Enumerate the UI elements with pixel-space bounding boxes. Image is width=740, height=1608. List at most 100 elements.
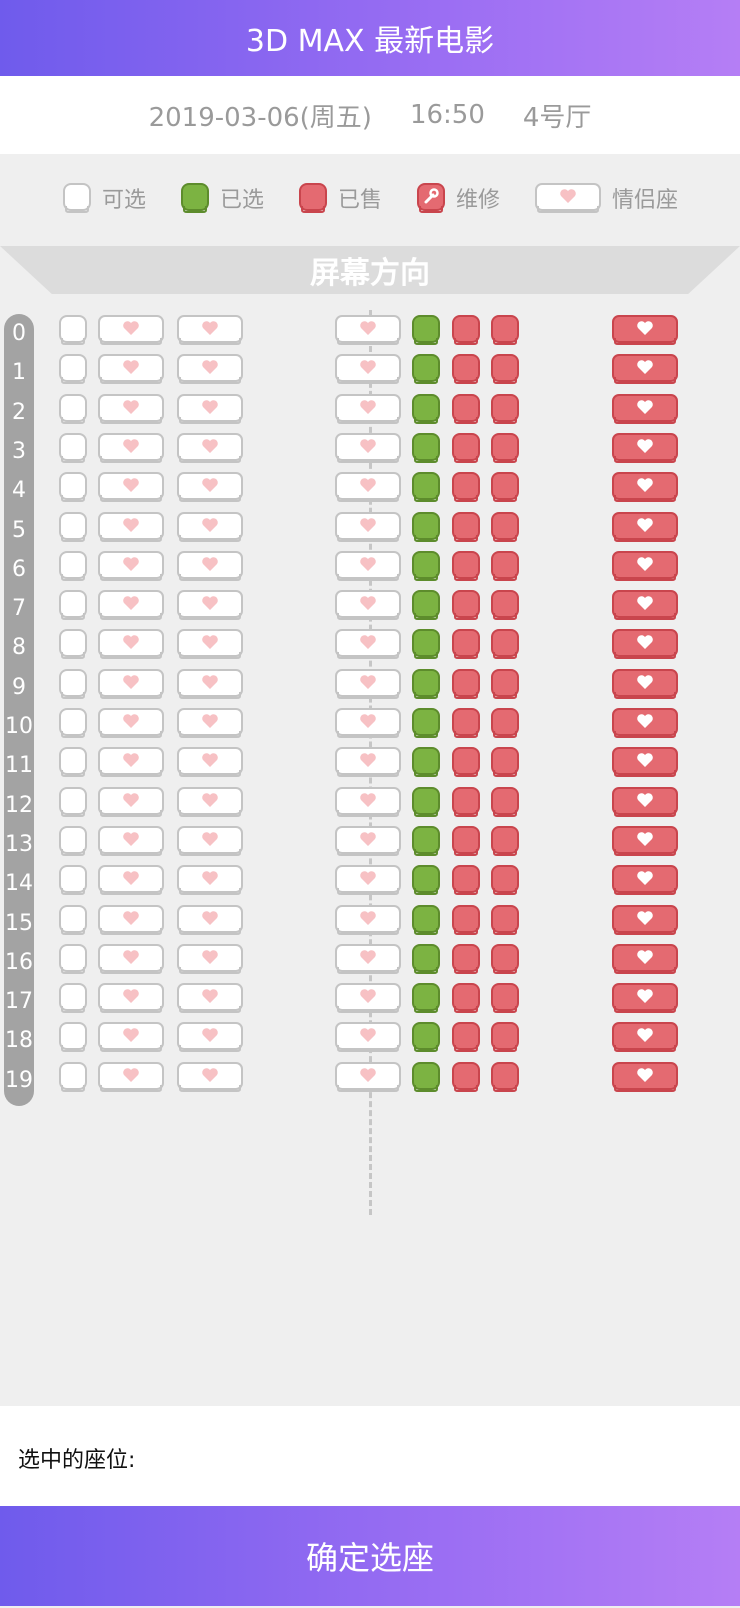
seat-sold[interactable] <box>451 628 481 664</box>
seat-sold[interactable] <box>490 393 520 429</box>
couple-seat-sold[interactable] <box>611 353 679 389</box>
seat-selected[interactable] <box>411 511 441 547</box>
couple-seat-available[interactable] <box>97 550 165 586</box>
couple-seat-available[interactable] <box>97 589 165 625</box>
seat-sold[interactable] <box>451 511 481 547</box>
seat-sold[interactable] <box>490 432 520 468</box>
seat-sold[interactable] <box>490 943 520 979</box>
seat-sold[interactable] <box>490 668 520 704</box>
seat-sold[interactable] <box>490 1061 520 1097</box>
seat-available[interactable] <box>58 511 88 547</box>
seat-sold[interactable] <box>490 786 520 822</box>
seat-available[interactable] <box>58 628 88 664</box>
couple-seat-sold[interactable] <box>611 1021 679 1057</box>
seat-sold[interactable] <box>451 746 481 782</box>
couple-seat-sold[interactable] <box>611 707 679 743</box>
couple-seat-sold[interactable] <box>611 589 679 625</box>
seat-available[interactable] <box>58 904 88 940</box>
couple-seat-available[interactable] <box>334 707 402 743</box>
seat-sold[interactable] <box>451 1021 481 1057</box>
seat-sold[interactable] <box>451 393 481 429</box>
couple-seat-available[interactable] <box>176 1061 244 1097</box>
couple-seat-available[interactable] <box>97 982 165 1018</box>
seat-available[interactable] <box>58 825 88 861</box>
couple-seat-available[interactable] <box>334 943 402 979</box>
seat-selected[interactable] <box>411 1021 441 1057</box>
couple-seat-available[interactable] <box>176 471 244 507</box>
seat-available[interactable] <box>58 746 88 782</box>
couple-seat-available[interactable] <box>176 1021 244 1057</box>
couple-seat-available[interactable] <box>97 668 165 704</box>
seat-sold[interactable] <box>451 943 481 979</box>
seat-available[interactable] <box>58 668 88 704</box>
seat-available[interactable] <box>58 943 88 979</box>
seat-selected[interactable] <box>411 432 441 468</box>
seat-sold[interactable] <box>490 982 520 1018</box>
seat-available[interactable] <box>58 864 88 900</box>
couple-seat-sold[interactable] <box>611 982 679 1018</box>
seat-selected[interactable] <box>411 393 441 429</box>
couple-seat-available[interactable] <box>334 628 402 664</box>
couple-seat-sold[interactable] <box>611 628 679 664</box>
seat-sold[interactable] <box>451 550 481 586</box>
couple-seat-available[interactable] <box>97 1061 165 1097</box>
couple-seat-available[interactable] <box>176 746 244 782</box>
seat-selected[interactable] <box>411 982 441 1018</box>
couple-seat-available[interactable] <box>97 904 165 940</box>
seat-selected[interactable] <box>411 628 441 664</box>
seat-selected[interactable] <box>411 707 441 743</box>
couple-seat-available[interactable] <box>334 589 402 625</box>
seat-selected[interactable] <box>411 314 441 350</box>
couple-seat-sold[interactable] <box>611 786 679 822</box>
couple-seat-available[interactable] <box>334 550 402 586</box>
couple-seat-available[interactable] <box>334 668 402 704</box>
couple-seat-available[interactable] <box>97 432 165 468</box>
seat-sold[interactable] <box>451 982 481 1018</box>
seat-available[interactable] <box>58 471 88 507</box>
couple-seat-available[interactable] <box>176 668 244 704</box>
seat-sold[interactable] <box>451 432 481 468</box>
couple-seat-available[interactable] <box>176 943 244 979</box>
couple-seat-available[interactable] <box>176 825 244 861</box>
couple-seat-available[interactable] <box>97 707 165 743</box>
couple-seat-sold[interactable] <box>611 432 679 468</box>
couple-seat-sold[interactable] <box>611 471 679 507</box>
seat-selected[interactable] <box>411 668 441 704</box>
seat-sold[interactable] <box>451 668 481 704</box>
seat-available[interactable] <box>58 353 88 389</box>
couple-seat-available[interactable] <box>176 432 244 468</box>
couple-seat-available[interactable] <box>334 471 402 507</box>
seat-available[interactable] <box>58 1061 88 1097</box>
couple-seat-available[interactable] <box>97 471 165 507</box>
couple-seat-available[interactable] <box>334 982 402 1018</box>
couple-seat-available[interactable] <box>334 825 402 861</box>
couple-seat-available[interactable] <box>334 353 402 389</box>
couple-seat-available[interactable] <box>334 432 402 468</box>
seat-available[interactable] <box>58 982 88 1018</box>
seat-sold[interactable] <box>490 904 520 940</box>
seat-selected[interactable] <box>411 825 441 861</box>
seat-sold[interactable] <box>490 511 520 547</box>
couple-seat-available[interactable] <box>97 943 165 979</box>
seat-sold[interactable] <box>490 471 520 507</box>
couple-seat-sold[interactable] <box>611 943 679 979</box>
seat-sold[interactable] <box>451 589 481 625</box>
seat-sold[interactable] <box>451 864 481 900</box>
seat-sold[interactable] <box>451 825 481 861</box>
seat-sold[interactable] <box>490 314 520 350</box>
seat-selected[interactable] <box>411 1061 441 1097</box>
seat-sold[interactable] <box>490 628 520 664</box>
couple-seat-available[interactable] <box>97 314 165 350</box>
couple-seat-available[interactable] <box>97 628 165 664</box>
couple-seat-sold[interactable] <box>611 668 679 704</box>
couple-seat-available[interactable] <box>97 786 165 822</box>
seat-selected[interactable] <box>411 904 441 940</box>
seat-available[interactable] <box>58 707 88 743</box>
seat-selected[interactable] <box>411 550 441 586</box>
couple-seat-sold[interactable] <box>611 746 679 782</box>
seat-available[interactable] <box>58 1021 88 1057</box>
couple-seat-sold[interactable] <box>611 904 679 940</box>
couple-seat-available[interactable] <box>334 314 402 350</box>
couple-seat-available[interactable] <box>334 511 402 547</box>
seat-selected[interactable] <box>411 589 441 625</box>
